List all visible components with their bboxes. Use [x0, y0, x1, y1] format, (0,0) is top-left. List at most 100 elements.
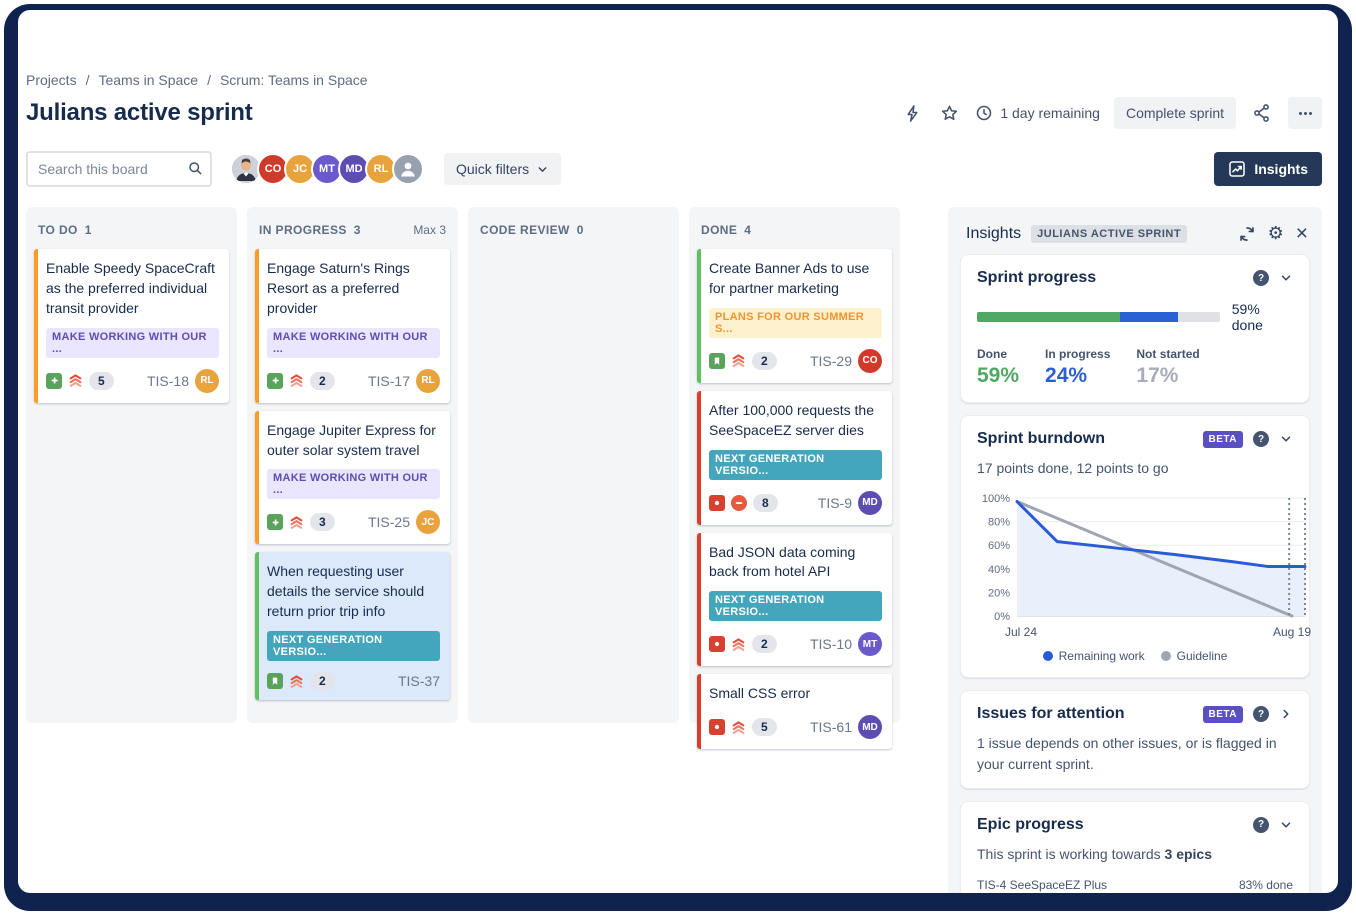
- priority-highest-icon: [731, 353, 746, 368]
- beta-badge: BETA: [1202, 705, 1243, 723]
- subtitle-epic-count: 3 epics: [1164, 845, 1212, 862]
- breadcrumb: Projects / Teams in Space / Scrum: Teams…: [26, 72, 1322, 88]
- column-done: DONE 4 Create Banner Ads to use for part…: [689, 207, 900, 750]
- insights-button-label: Insights: [1254, 161, 1308, 177]
- issue-title: Engage Jupiter Express for outer solar s…: [267, 421, 436, 458]
- column-todo-header: TO DO 1: [26, 207, 237, 243]
- breadcrumb-teams-in-space[interactable]: Teams in Space: [98, 72, 199, 88]
- subtitle-prefix: This sprint is working towards: [977, 845, 1165, 862]
- collapse-chevron-icon[interactable]: [1279, 432, 1293, 446]
- stat-not-started: Not started 17%: [1136, 347, 1199, 388]
- issue-title: After 100,000 requests the SeeSpaceEZ se…: [709, 401, 874, 438]
- epic-tag[interactable]: NEXT GENERATION VERSIO...: [267, 631, 440, 661]
- issue-card-tis-10[interactable]: Bad JSON data coming back from hotel API…: [697, 532, 892, 667]
- collapse-chevron-icon[interactable]: [1279, 818, 1293, 832]
- help-icon[interactable]: ?: [1253, 431, 1269, 447]
- avatar-md[interactable]: MD: [338, 153, 370, 185]
- story-points-badge: 3: [310, 513, 335, 532]
- column-in-progress: IN PROGRESS 3 Max 3 Engage Saturn's Ring…: [247, 207, 458, 723]
- assignee-avatar[interactable]: MT: [858, 632, 882, 657]
- assignee-avatar[interactable]: MD: [858, 490, 882, 515]
- stat-value: 59%: [977, 364, 1020, 387]
- insights-panel: Insights JULIANS ACTIVE SPRINT ⚙ × Sprin…: [948, 207, 1322, 893]
- epic-tag[interactable]: MAKE WORKING WITH OUR ...: [267, 469, 440, 500]
- issue-card-tis-29[interactable]: Create Banner Ads to use for partner mar…: [697, 249, 892, 383]
- breadcrumb-scrum-board[interactable]: Scrum: Teams in Space: [219, 72, 368, 88]
- breadcrumb-separator: /: [85, 72, 90, 88]
- issue-card-tis-25[interactable]: Engage Jupiter Express for outer solar s…: [255, 410, 450, 545]
- close-icon[interactable]: ×: [1295, 221, 1308, 245]
- avatar-co[interactable]: CO: [257, 153, 289, 185]
- column-count: 4: [744, 223, 752, 237]
- epic-tag[interactable]: NEXT GENERATION VERSIO...: [709, 449, 882, 480]
- avatar-photo[interactable]: [230, 153, 262, 185]
- sprint-name-badge: JULIANS ACTIVE SPRINT: [1031, 224, 1188, 243]
- epic-tag[interactable]: MAKE WORKING WITH OUR ...: [267, 327, 440, 358]
- stat-done: Done 59%: [977, 347, 1019, 388]
- share-icon[interactable]: [1250, 101, 1274, 125]
- issue-title: Create Banner Ads to use for partner mar…: [709, 260, 870, 296]
- svg-text:40%: 40%: [988, 564, 1010, 576]
- settings-gear-icon[interactable]: ⚙: [1267, 223, 1284, 243]
- story-plus-issue-type-icon: [267, 514, 283, 531]
- star-icon[interactable]: [938, 102, 961, 125]
- help-icon[interactable]: ?: [1253, 816, 1269, 833]
- issue-card-tis-37[interactable]: When requesting user details the service…: [255, 552, 450, 700]
- board: TO DO 1 Enable Speedy SpaceCraft as the …: [26, 207, 1322, 893]
- search-input[interactable]: [26, 151, 212, 187]
- issues-for-attention-body: 1 issue depends on other issues, or is f…: [977, 735, 1277, 772]
- issue-card-tis-61[interactable]: Small CSS error 5 TIS-61 MD: [697, 674, 892, 750]
- assignee-avatar[interactable]: MD: [858, 715, 882, 740]
- burndown-subtitle: 17 points done, 12 points to go: [977, 460, 1169, 476]
- epic-tag[interactable]: PLANS FOR OUR SUMMER S...: [709, 307, 882, 338]
- epic-progress-card: Epic progress ? This sprint is working t…: [960, 800, 1310, 893]
- sprint-progress-card: Sprint progress ? 59% done Done: [960, 254, 1310, 403]
- help-icon[interactable]: ?: [1253, 706, 1269, 723]
- priority-blocker-icon: [731, 494, 747, 511]
- story-bookmark-issue-type-icon: [709, 352, 725, 369]
- breadcrumb-projects[interactable]: Projects: [26, 72, 77, 88]
- avatar-group: CO JC MT MD RL: [230, 153, 424, 185]
- sprint-burndown-card: Sprint burndown BETA ? 17 points done, 1…: [960, 415, 1311, 679]
- refresh-icon[interactable]: [1238, 225, 1256, 243]
- automation-bolt-icon[interactable]: [901, 102, 924, 125]
- issues-for-attention-card: Issues for attention BETA ? 1 issue depe…: [960, 690, 1310, 789]
- bug-issue-type-icon: [709, 636, 725, 653]
- progress-done-label: 59% done: [1231, 301, 1263, 333]
- collapse-chevron-icon[interactable]: [1279, 271, 1293, 285]
- issue-card-tis-18[interactable]: Enable Speedy SpaceCraft as the preferre…: [34, 249, 229, 403]
- bug-issue-type-icon: [709, 719, 725, 736]
- chevron-down-icon: [538, 166, 547, 172]
- expand-chevron-right-icon[interactable]: [1279, 707, 1293, 721]
- assignee-avatar[interactable]: RL: [195, 368, 219, 393]
- issue-title: Small CSS error: [709, 685, 811, 702]
- column-name: DONE: [701, 223, 738, 237]
- issue-title: Engage Saturn's Rings Resort as a prefer…: [267, 260, 410, 316]
- svg-text:100%: 100%: [982, 493, 1010, 505]
- story-bookmark-issue-type-icon: [267, 673, 283, 689]
- issue-title: Bad JSON data coming back from hotel API: [709, 543, 856, 580]
- epic-tag[interactable]: NEXT GENERATION VERSIO...: [709, 591, 882, 622]
- more-actions-button[interactable]: [1288, 97, 1322, 129]
- column-max-limit: Max 3: [413, 223, 446, 237]
- help-icon[interactable]: ?: [1253, 270, 1269, 286]
- svg-text:20%: 20%: [988, 588, 1010, 600]
- quick-filters-button[interactable]: Quick filters: [444, 153, 562, 185]
- progress-inprogress-segment: [1120, 312, 1179, 322]
- stat-label: Not started: [1136, 347, 1200, 361]
- issue-card-tis-9[interactable]: After 100,000 requests the SeeSpaceEZ se…: [697, 390, 892, 525]
- issue-card-tis-17[interactable]: Engage Saturn's Rings Resort as a prefer…: [255, 249, 450, 403]
- column-count: 1: [84, 223, 92, 237]
- svg-text:0%: 0%: [994, 611, 1010, 623]
- epic-done-label: 83% done: [1238, 878, 1293, 893]
- search-icon: [187, 160, 204, 182]
- assignee-avatar[interactable]: CO: [858, 348, 882, 373]
- insights-toggle-button[interactable]: Insights: [1214, 152, 1322, 186]
- epic-tag[interactable]: MAKE WORKING WITH OUR ...: [46, 327, 219, 358]
- burndown-chart: 0% 20% 40% 60% 80% 100% Jul 24 Aug 19: [982, 493, 1311, 639]
- assignee-avatar[interactable]: JC: [416, 510, 440, 535]
- assignee-avatar[interactable]: RL: [416, 368, 440, 393]
- stat-value: 17%: [1136, 364, 1179, 387]
- complete-sprint-button[interactable]: Complete sprint: [1113, 97, 1236, 129]
- avatar-unassigned[interactable]: [392, 153, 424, 185]
